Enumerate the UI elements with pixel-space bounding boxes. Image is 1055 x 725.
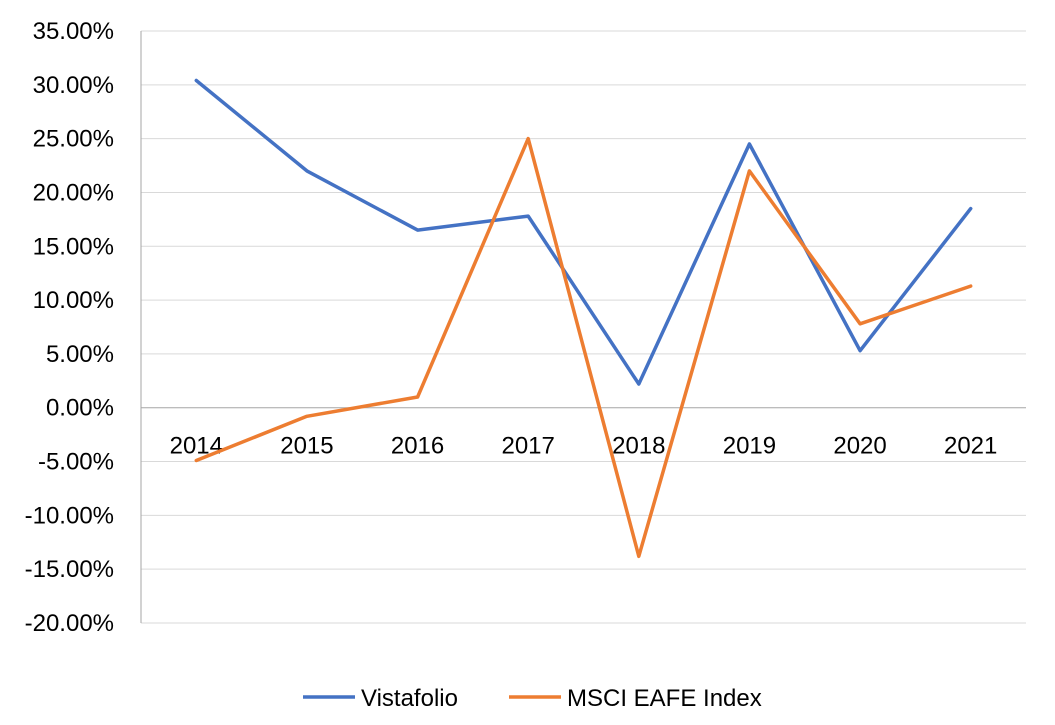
y-tick-label: -5.00%: [38, 449, 114, 476]
legend-label: Vistafolio: [361, 685, 458, 712]
x-tick-labels: 2014 2015 2016 2017 2018 2019 2020 2021: [170, 433, 998, 460]
x-tick-label: 2018: [612, 433, 665, 460]
x-tick-label: 2014: [170, 433, 223, 460]
legend-label: MSCI EAFE Index: [567, 685, 762, 712]
x-tick-label: 2015: [280, 433, 333, 460]
y-tick-label: 30.00%: [33, 72, 114, 99]
y-tick-label: -20.00%: [25, 610, 114, 637]
x-tick-label: 2016: [391, 433, 444, 460]
grid-lines: [141, 30, 1026, 624]
series-line-vistafolio: [194, 78, 973, 386]
y-tick-label: 10.00%: [33, 287, 114, 314]
series-line-msci-eafe-index: [194, 136, 973, 559]
y-tick-label: 25.00%: [33, 126, 114, 153]
x-tick-label: 2017: [501, 433, 554, 460]
series-lines: [194, 78, 973, 559]
y-tick-labels: 35.00% 30.00% 25.00% 20.00% 15.00% 10.00% 5.00…: [25, 18, 114, 637]
legend: Vistafolio MSCI EAFE Index: [303, 685, 762, 712]
x-tick-label: 2020: [833, 433, 886, 460]
y-tick-label: 15.00%: [33, 233, 114, 260]
y-tick-label: 35.00%: [33, 18, 114, 45]
y-tick-label: 0.00%: [46, 395, 114, 422]
x-tick-label: 2021: [944, 433, 997, 460]
y-tick-label: -15.00%: [25, 556, 114, 583]
y-tick-label: 20.00%: [33, 179, 114, 206]
y-tick-label: 5.00%: [46, 341, 114, 368]
y-tick-label: -10.00%: [25, 502, 114, 529]
x-tick-label: 2019: [723, 433, 776, 460]
